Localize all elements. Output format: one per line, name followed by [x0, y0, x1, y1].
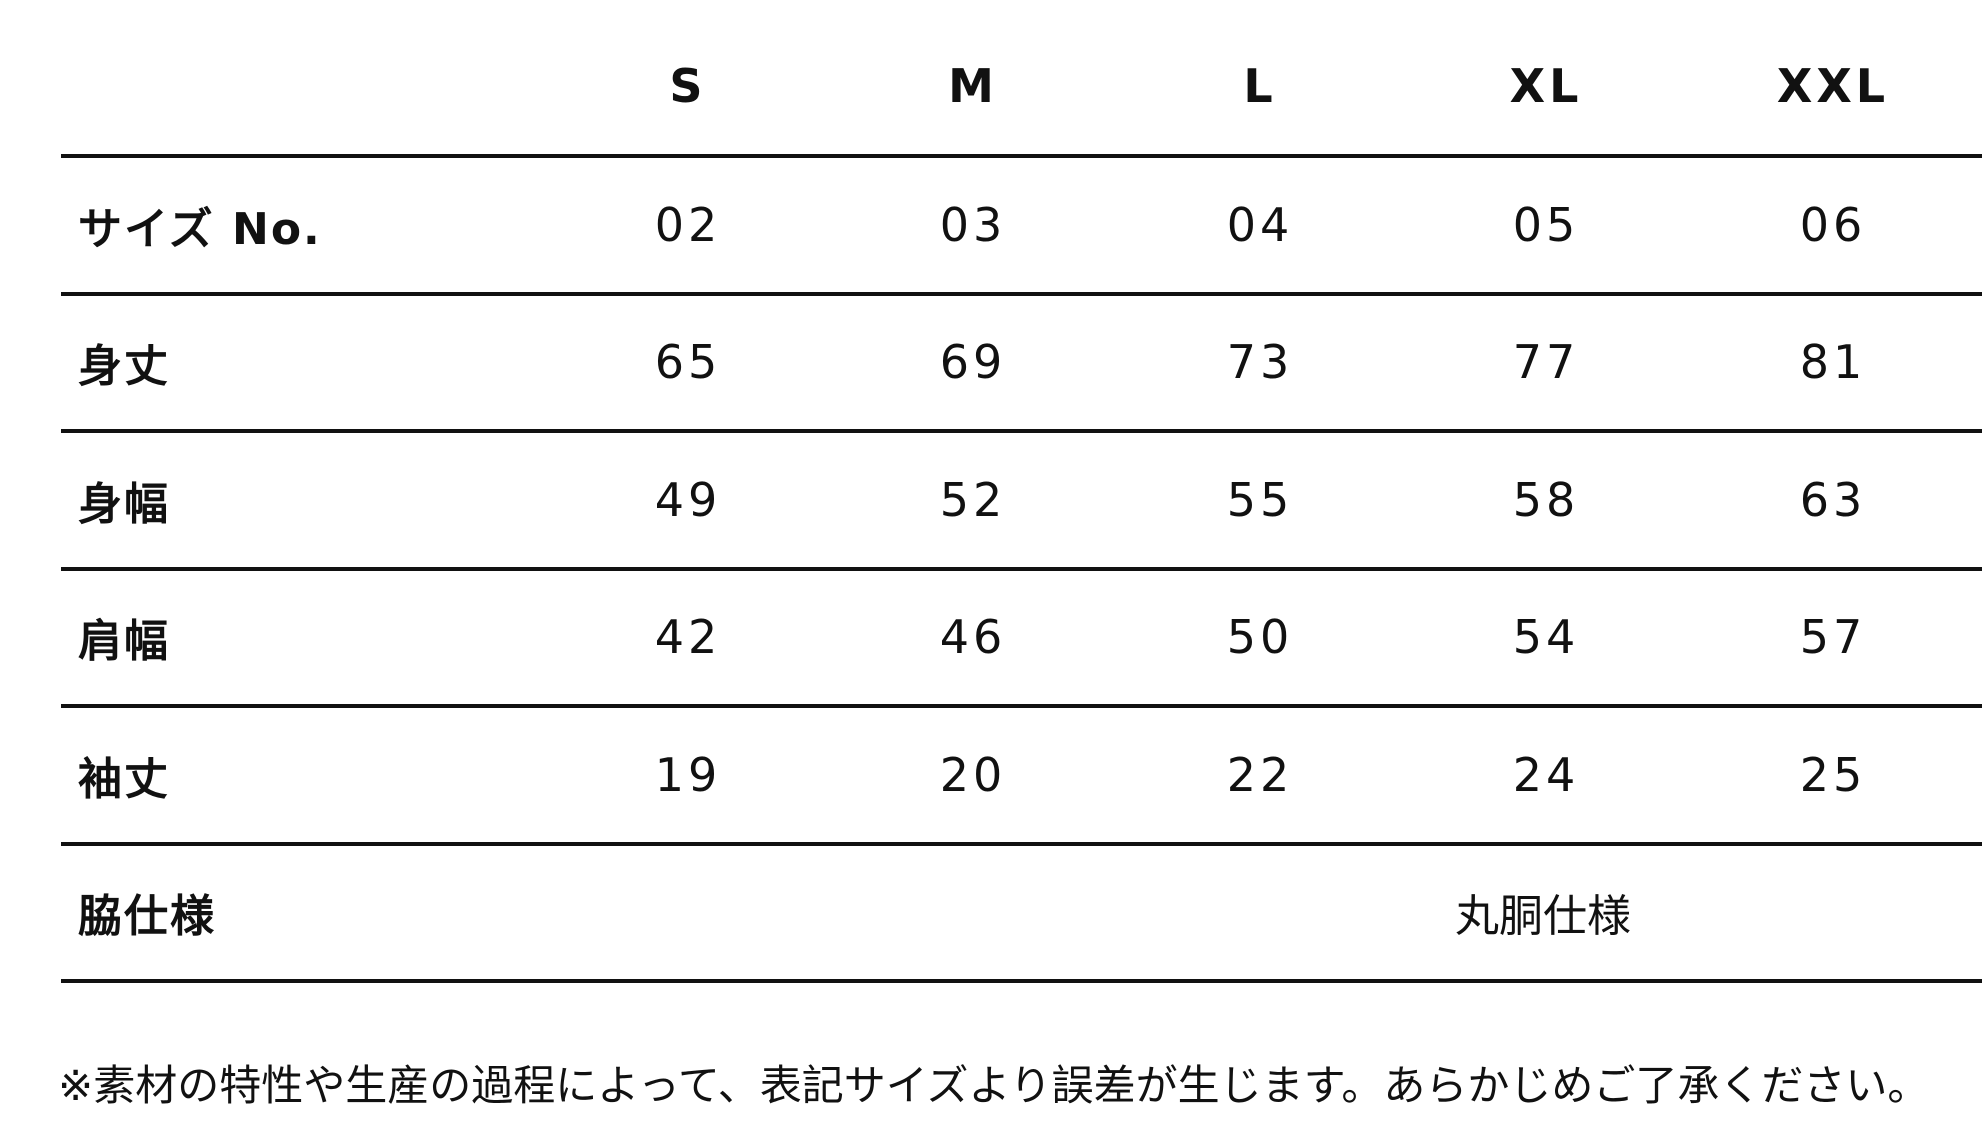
cell-value: 05: [1512, 197, 1580, 252]
column-header: XXL: [1776, 59, 1890, 113]
row-divider: [61, 704, 1982, 708]
cell-value: 25: [1799, 747, 1867, 802]
row-divider: [61, 841, 1982, 846]
column-header: XL: [1509, 59, 1583, 113]
row-label: 脇仕様: [78, 891, 216, 943]
cell-value: 02: [654, 197, 722, 252]
row-label: 肩幅: [78, 616, 170, 668]
cell-value: 03: [939, 197, 1007, 252]
cell-value: 46: [939, 610, 1007, 665]
row-label: サイズ No.: [78, 203, 322, 255]
column-header: S: [669, 59, 707, 113]
cell-value: 63: [1799, 472, 1867, 527]
cell-value: 65: [654, 335, 722, 390]
row-divider: [61, 979, 1982, 983]
row-divider: [61, 429, 1982, 433]
row-label: 身幅: [78, 478, 170, 530]
column-header: M: [948, 59, 998, 113]
cell-value: 19: [654, 747, 722, 802]
footnote: ※素材の特性や生産の過程によって、表記サイズより誤差が生じます。あらかじめご了承…: [58, 1061, 1930, 1110]
row-divider: [61, 566, 1982, 571]
cell-value: 24: [1512, 747, 1580, 802]
cell-value: 42: [654, 610, 722, 665]
row-label: 身丈: [78, 341, 170, 393]
row-divider: [61, 154, 1982, 158]
cell-value: 81: [1799, 335, 1867, 390]
cell-value: 57: [1799, 610, 1867, 665]
cell-value: 73: [1226, 335, 1294, 390]
column-header: L: [1243, 59, 1277, 113]
row-label: 袖丈: [78, 753, 170, 805]
merged-cell: 丸胴仕様: [1455, 891, 1631, 943]
cell-value: 77: [1512, 335, 1580, 390]
row-divider: [61, 291, 1982, 296]
cell-value: 06: [1799, 197, 1867, 252]
cell-value: 54: [1512, 610, 1580, 665]
cell-value: 50: [1226, 610, 1294, 665]
cell-value: 04: [1226, 197, 1294, 252]
cell-value: 20: [939, 747, 1007, 802]
cell-value: 69: [939, 335, 1007, 390]
cell-value: 55: [1226, 472, 1294, 527]
cell-value: 58: [1512, 472, 1580, 527]
cell-value: 52: [939, 472, 1007, 527]
cell-value: 49: [654, 472, 722, 527]
cell-value: 22: [1226, 747, 1294, 802]
